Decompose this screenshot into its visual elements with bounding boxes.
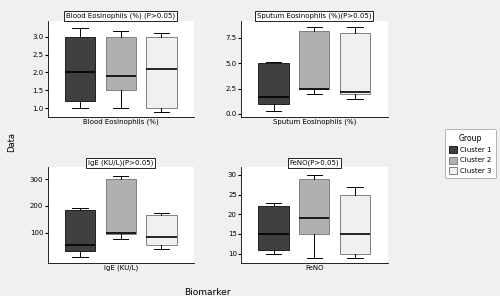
PathPatch shape xyxy=(146,215,177,245)
Legend: Cluster 1, Cluster 2, Cluster 3: Cluster 1, Cluster 2, Cluster 3 xyxy=(444,129,496,178)
Title: FeNO(P>0.05): FeNO(P>0.05) xyxy=(290,159,339,166)
Title: Sputum Eosinophils (%)(P>0.05): Sputum Eosinophils (%)(P>0.05) xyxy=(257,13,372,20)
PathPatch shape xyxy=(106,37,136,90)
PathPatch shape xyxy=(258,63,289,104)
PathPatch shape xyxy=(146,37,177,108)
X-axis label: FeNO: FeNO xyxy=(305,265,324,271)
PathPatch shape xyxy=(340,195,370,254)
Title: IgE (KU/L)(P>0.05): IgE (KU/L)(P>0.05) xyxy=(88,159,154,166)
PathPatch shape xyxy=(299,31,330,89)
PathPatch shape xyxy=(258,206,289,250)
Text: Biomarker: Biomarker xyxy=(184,287,231,296)
X-axis label: Sputum Eosinophils (%): Sputum Eosinophils (%) xyxy=(272,118,356,125)
PathPatch shape xyxy=(106,179,136,234)
Title: Blood Eosinophils (%) (P>0.05): Blood Eosinophils (%) (P>0.05) xyxy=(66,13,176,20)
PathPatch shape xyxy=(299,179,330,234)
X-axis label: Blood Eosinophils (%): Blood Eosinophils (%) xyxy=(83,118,158,125)
X-axis label: IgE (KU/L): IgE (KU/L) xyxy=(104,265,138,271)
PathPatch shape xyxy=(65,37,96,101)
PathPatch shape xyxy=(340,33,370,94)
PathPatch shape xyxy=(65,210,96,251)
Text: Data: Data xyxy=(8,132,16,152)
